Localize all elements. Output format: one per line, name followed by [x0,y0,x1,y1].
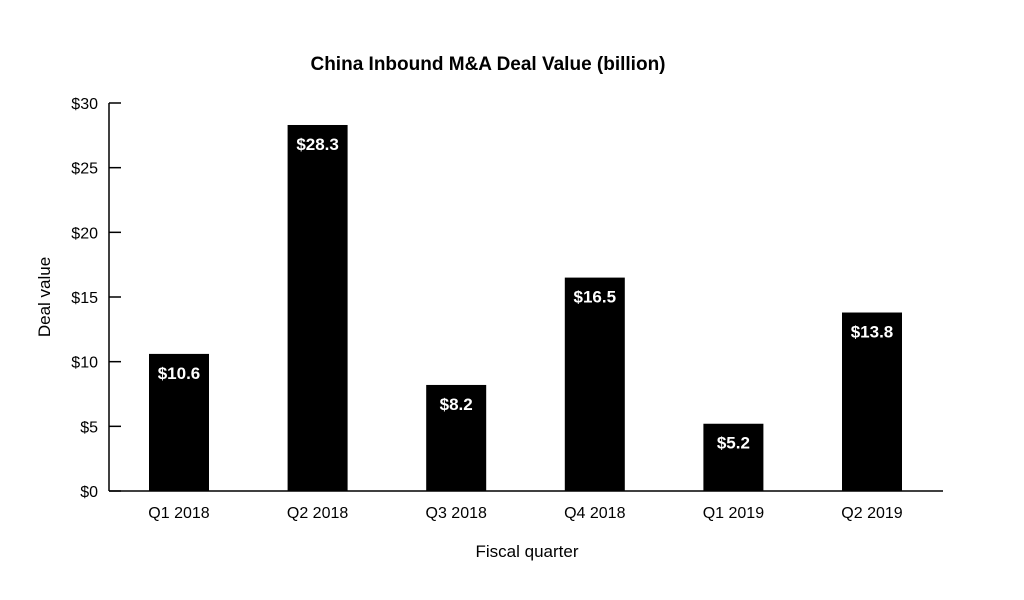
bar [564,277,625,491]
bar-value-label: $10.6 [158,364,201,383]
x-axis-label: Fiscal quarter [476,542,579,561]
y-tick-label: $15 [71,290,98,307]
bar [287,124,348,491]
y-tick-label: $20 [71,225,98,242]
x-tick-label: Q1 2018 [148,505,209,522]
bar-value-label: $16.5 [574,288,617,307]
bar [703,423,764,491]
y-axis-label: Deal value [35,257,54,337]
y-tick-label: $10 [71,355,98,372]
bar [842,312,902,491]
x-tick-label: Q4 2018 [564,505,625,522]
y-tick-label: $0 [80,484,98,501]
bars-group: $10.6 $28.3 $8.2 $16.5 $5.2 $13.8 [149,124,902,491]
bar [426,384,487,491]
bar-value-label: $13.8 [851,323,894,342]
y-tick-label: $5 [80,419,98,436]
x-tick-label: Q3 2018 [426,505,487,522]
chart-title: China Inbound M&A Deal Value (billion) [310,54,665,75]
y-axis: $0 $5 $10 $15 $20 $25 $30 [71,96,121,501]
x-axis: Q1 2018 Q2 2018 Q3 2018 Q4 2018 Q1 2019 Q2 20… [109,490,943,522]
y-tick-label: $25 [71,161,98,178]
bar-value-label: $28.3 [296,135,339,154]
bar-value-label: $8.2 [440,395,473,414]
y-tick-label: $30 [71,96,98,113]
x-tick-label: Q1 2019 [703,505,764,522]
x-tick-label: Q2 2018 [287,505,348,522]
x-tick-label: Q2 2019 [841,505,902,522]
bar [149,353,209,491]
bar-value-label: $5.2 [717,434,750,453]
